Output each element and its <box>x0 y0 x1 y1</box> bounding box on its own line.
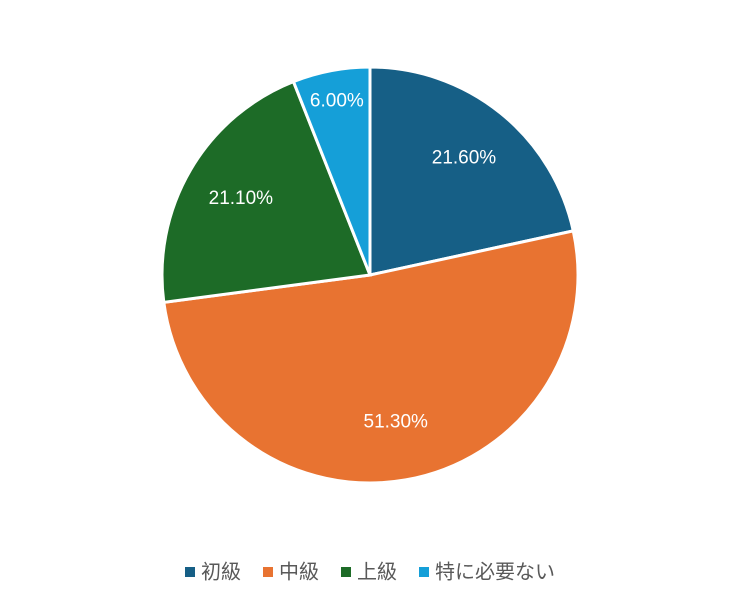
legend-label: 初級 <box>201 560 241 584</box>
pie-slice <box>368 65 576 277</box>
legend-swatch <box>419 567 429 577</box>
data-label: 51.30% <box>364 412 429 433</box>
pie-slice <box>160 79 373 305</box>
legend-label: 上級 <box>357 560 397 584</box>
data-label: 21.60% <box>432 147 497 168</box>
pie-slice <box>291 65 372 276</box>
pie-slice <box>162 229 580 485</box>
legend-swatch <box>263 567 273 577</box>
legend-swatch <box>341 567 351 577</box>
legend-label: 中級 <box>279 560 319 584</box>
legend-label: 特に必要ない <box>435 560 555 584</box>
legend-swatch <box>185 567 195 577</box>
data-label: 6.00% <box>310 90 364 111</box>
data-label: 21.10% <box>209 188 274 209</box>
